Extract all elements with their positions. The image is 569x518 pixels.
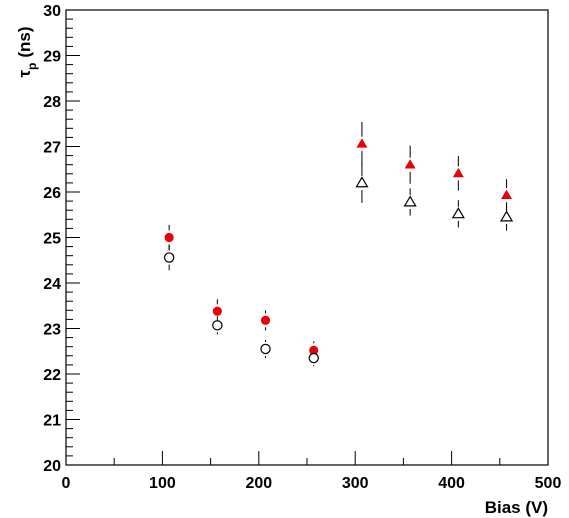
data-point-open-triangle <box>403 195 417 207</box>
x-tick-label: 100 <box>149 475 176 492</box>
y-axis-title-subscript: p <box>25 63 39 70</box>
y-tick-label: 21 <box>43 413 61 430</box>
y-axis: 20 21 22 23 24 25 26 27 28 29 30 <box>43 3 80 475</box>
y-axis-title: τp (ns) <box>15 26 39 77</box>
data-point-open-circle <box>163 252 175 263</box>
y-tick-label: 26 <box>43 185 61 202</box>
y-axis-title-unit: (ns) <box>15 26 34 57</box>
y-tick-label: 20 <box>43 458 61 475</box>
svg-text:τp(ns): τp (ns) <box>15 26 39 77</box>
data-point-open-circle <box>212 320 223 331</box>
data-point-open-triangle <box>355 176 369 188</box>
data-point-filled-triangle <box>452 167 464 178</box>
x-tick-label: 0 <box>62 475 71 492</box>
y-tick-label: 30 <box>43 3 61 20</box>
y-tick-label: 29 <box>43 49 61 66</box>
data-point-open-circle <box>308 352 319 364</box>
y-tick-label: 23 <box>43 322 61 339</box>
x-axis-title: Bias (V) <box>485 498 548 517</box>
data-point-open-triangle <box>451 207 465 219</box>
data-point-open-circle <box>260 343 271 355</box>
data-point-filled-circle <box>260 315 271 325</box>
plot-frame <box>65 9 549 466</box>
x-tick-label: 200 <box>245 475 272 492</box>
x-tick-label: 400 <box>438 475 465 492</box>
x-axis: 0 100 200 300 400 500 <box>62 451 562 492</box>
y-axis-title-symbol: τ <box>15 70 34 78</box>
y-tick-label: 25 <box>43 231 61 248</box>
data-point-filled-circle <box>212 306 222 316</box>
data-point-filled-triangle <box>501 189 513 200</box>
y-tick-label: 24 <box>43 276 61 293</box>
y-tick-label: 27 <box>43 140 61 157</box>
y-tick-label: 28 <box>43 94 61 111</box>
data-point-open-triangle <box>499 210 514 222</box>
data-point-filled-triangle <box>356 138 368 148</box>
x-tick-label: 300 <box>342 475 369 492</box>
data-points <box>163 121 514 367</box>
data-point-filled-circle <box>164 232 174 243</box>
x-tick-label: 500 <box>535 475 562 492</box>
data-point-filled-triangle <box>404 159 416 169</box>
y-tick-label: 22 <box>43 367 61 384</box>
